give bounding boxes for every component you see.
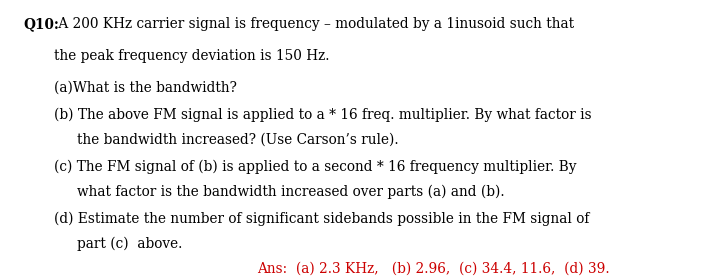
Text: (d) Estimate the number of significant sidebands possible in the FM signal of: (d) Estimate the number of significant s…	[54, 211, 589, 226]
Text: A 200 KHz carrier signal is frequency – modulated by a 1inusoid such that: A 200 KHz carrier signal is frequency – …	[54, 17, 574, 31]
Text: the peak frequency deviation is 150 Hz.: the peak frequency deviation is 150 Hz.	[54, 50, 330, 64]
Text: Q10:: Q10:	[24, 17, 59, 31]
Text: part (c)  above.: part (c) above.	[77, 236, 183, 251]
Text: what factor is the bandwidth increased over parts (a) and (b).: what factor is the bandwidth increased o…	[77, 185, 505, 199]
Text: the bandwidth increased? (Use Carson’s rule).: the bandwidth increased? (Use Carson’s r…	[77, 132, 399, 146]
Text: (b) The above FM signal is applied to a * 16 freq. multiplier. By what factor is: (b) The above FM signal is applied to a …	[54, 108, 592, 122]
Text: Ans:  (a) 2.3 KHz,   (b) 2.96,  (c) 34.4, 11.6,  (d) 39.: Ans: (a) 2.3 KHz, (b) 2.96, (c) 34.4, 11…	[256, 261, 609, 275]
Text: (c) The FM signal of (b) is applied to a second * 16 frequency multiplier. By: (c) The FM signal of (b) is applied to a…	[54, 160, 576, 174]
Text: (a)What is the bandwidth?: (a)What is the bandwidth?	[54, 81, 237, 95]
